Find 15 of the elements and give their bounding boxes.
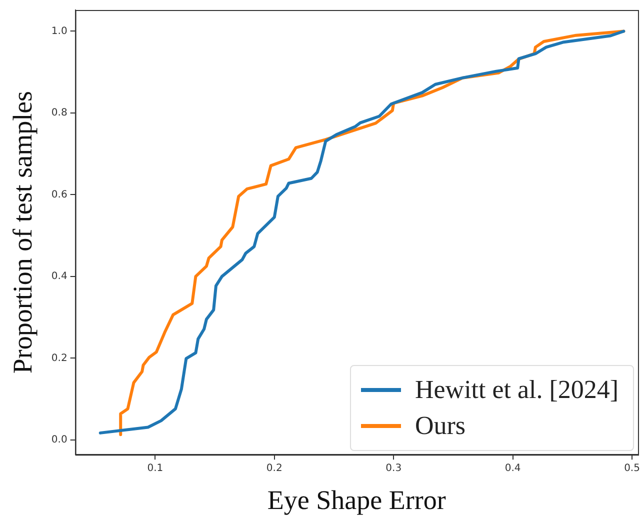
y-axis-title: Proportion of test samples <box>7 90 38 374</box>
x-axis-title: Eye Shape Error <box>267 484 446 515</box>
legend-label: Hewitt et al. [2024] <box>414 374 619 405</box>
y-tick-label: 0.8 <box>51 108 68 119</box>
x-tick-label: 0.5 <box>624 463 640 474</box>
y-tick-label: 0.4 <box>51 271 68 282</box>
y-tick-label: 1.0 <box>51 26 68 37</box>
legend-label: Ours <box>414 410 466 441</box>
x-tick-label: 0.1 <box>147 463 164 474</box>
y-tick-label: 0.6 <box>51 189 68 200</box>
y-tick-label: 0.0 <box>51 434 68 446</box>
x-tick-label: 0.2 <box>266 463 282 474</box>
x-tick-label: 0.4 <box>504 463 521 474</box>
x-tick-label: 0.3 <box>386 463 402 474</box>
y-tick-label: 0.2 <box>51 352 68 364</box>
